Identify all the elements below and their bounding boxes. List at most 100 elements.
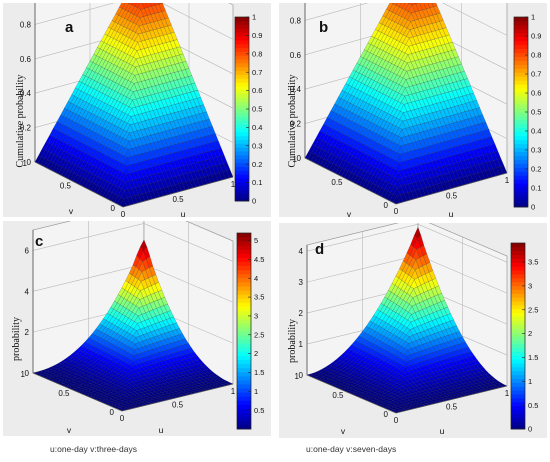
u-tick-label-c: 1 bbox=[231, 387, 236, 396]
surface-cell bbox=[461, 143, 470, 153]
surface-cell bbox=[434, 167, 442, 177]
colorbar-swatch bbox=[237, 339, 251, 344]
surface-cell bbox=[391, 386, 400, 391]
surface-cell bbox=[445, 172, 453, 182]
surface-cell bbox=[490, 151, 498, 161]
surface-cell bbox=[412, 35, 421, 45]
surface-cell bbox=[431, 351, 440, 358]
surface-cell bbox=[415, 388, 423, 393]
colorbar-swatch bbox=[237, 318, 251, 324]
surface-cell bbox=[407, 314, 415, 323]
colorbar-swatch bbox=[235, 105, 249, 110]
colorbar-swatch bbox=[235, 189, 249, 194]
colorbar-swatch bbox=[511, 262, 525, 267]
surface-cell bbox=[457, 373, 465, 378]
surface-cell bbox=[98, 58, 106, 68]
surface-cell bbox=[78, 82, 86, 92]
surface-cell bbox=[106, 314, 114, 323]
surface-cell bbox=[404, 143, 412, 153]
surface-cell bbox=[111, 400, 119, 403]
colorbar-swatch bbox=[511, 336, 525, 341]
surface-cell bbox=[136, 169, 144, 179]
surface-cell bbox=[119, 406, 127, 409]
surface-cell bbox=[443, 341, 451, 349]
surface-cell bbox=[367, 379, 375, 384]
u-tick-label-a: 0.5 bbox=[172, 195, 184, 204]
surface-cell bbox=[351, 362, 359, 368]
colorbar-swatch bbox=[235, 82, 249, 87]
colorbar-swatch bbox=[237, 265, 251, 271]
surface-cell bbox=[422, 8, 430, 18]
z-axis-label-a: Cumulative probability bbox=[15, 74, 26, 167]
surface-cell bbox=[148, 158, 156, 168]
colorbar-swatch bbox=[237, 269, 251, 275]
surface-cell bbox=[353, 384, 361, 388]
surface-cell bbox=[157, 172, 166, 181]
colorbar-swatch bbox=[237, 343, 251, 348]
surface-cell bbox=[201, 369, 209, 374]
surface-cell bbox=[413, 165, 421, 175]
surface-cell bbox=[151, 274, 160, 285]
surface-cell bbox=[397, 393, 405, 398]
surface-cell bbox=[107, 401, 116, 404]
colorbar-swatch bbox=[511, 367, 525, 372]
surface-cell bbox=[420, 33, 428, 43]
surface-cell bbox=[458, 144, 466, 154]
colorbar-tick-label: 0.7 bbox=[252, 68, 262, 77]
surface-cell bbox=[428, 372, 437, 378]
z-tick-label-c: 0 bbox=[25, 369, 30, 378]
surface-cell bbox=[161, 10, 169, 20]
surface-cell bbox=[385, 339, 394, 347]
colorbar-swatch bbox=[514, 135, 528, 141]
surface-cell bbox=[400, 372, 409, 378]
surface-cell bbox=[146, 134, 155, 144]
surface-cell bbox=[61, 361, 69, 366]
surface-cell bbox=[149, 336, 157, 344]
surface-mesh-b bbox=[304, 3, 508, 205]
surface-cell bbox=[111, 90, 119, 100]
colorbar-swatch bbox=[235, 139, 249, 144]
surface-cell bbox=[328, 380, 336, 383]
surface-cell bbox=[159, 35, 167, 44]
surface-cell bbox=[470, 133, 478, 143]
colorbar-swatch bbox=[235, 128, 249, 133]
surface-cell bbox=[382, 306, 391, 316]
surface-cell bbox=[438, 378, 446, 383]
surface-cell bbox=[67, 102, 75, 112]
colorbar-swatch bbox=[511, 281, 525, 287]
surface-cell bbox=[154, 173, 162, 182]
colorbar-swatch bbox=[237, 245, 251, 250]
colorbar-swatch bbox=[237, 237, 251, 242]
surface-cell bbox=[157, 131, 166, 141]
surface-cell bbox=[201, 160, 210, 169]
surface-cell bbox=[179, 166, 188, 175]
colorbar-swatch bbox=[514, 143, 528, 149]
surface-cell bbox=[437, 134, 445, 144]
colorbar-tick-label: 1.5 bbox=[254, 368, 264, 377]
colorbar-swatch bbox=[511, 355, 525, 360]
surface-cell bbox=[139, 382, 147, 387]
surface-cell bbox=[415, 3, 420, 5]
surface-cell bbox=[125, 172, 133, 182]
surface-cell bbox=[390, 293, 398, 303]
surface-cell bbox=[402, 293, 411, 303]
surface-cell bbox=[448, 382, 456, 387]
surface-cell bbox=[390, 394, 398, 398]
surface-cell bbox=[458, 383, 466, 388]
surface-cell bbox=[370, 380, 378, 385]
surface-cell bbox=[116, 393, 124, 397]
surface-cell bbox=[405, 175, 413, 185]
surface-cell bbox=[100, 357, 109, 363]
surface-cell bbox=[457, 152, 465, 162]
colorbar-swatch bbox=[511, 359, 525, 364]
surface-cell bbox=[137, 352, 145, 359]
colorbar-swatch bbox=[235, 178, 249, 183]
surface-cell bbox=[401, 403, 410, 407]
surface-cell bbox=[122, 70, 130, 80]
colorbar-swatch bbox=[514, 56, 528, 61]
colorbar-swatch bbox=[514, 175, 528, 180]
surface-cell bbox=[443, 387, 452, 391]
surface-cell bbox=[220, 155, 228, 164]
colorbar-swatch bbox=[237, 388, 251, 393]
colorbar-tick-label: 0.4 bbox=[252, 123, 262, 132]
